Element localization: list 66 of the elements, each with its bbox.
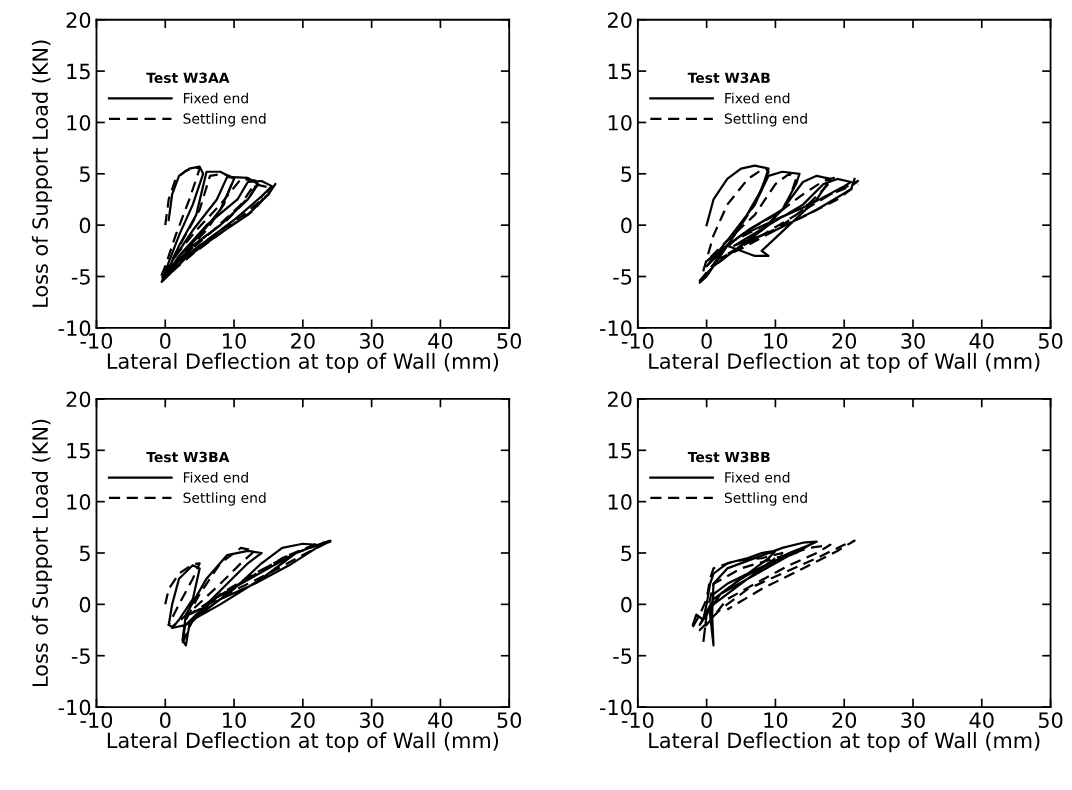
x-tick-label: 50 bbox=[497, 333, 522, 349]
x-tick-label: 20 bbox=[832, 712, 857, 729]
y-tick-label: 10 bbox=[67, 494, 91, 510]
y-tick-label: 15 bbox=[608, 443, 632, 459]
x-tick-label: 30 bbox=[359, 333, 384, 349]
y-tick-label: 20 bbox=[608, 391, 632, 408]
y-tick-label: 0 bbox=[79, 596, 91, 613]
y-tick-label: 20 bbox=[66, 12, 91, 28]
y-tick-label: 0 bbox=[621, 596, 632, 613]
x-axis-title: Lateral Deflection at top of Wall (mm) bbox=[107, 352, 499, 374]
legend-label: Fixed end bbox=[183, 92, 248, 104]
x-axis-title: Lateral Deflection at top of Wall (mm) bbox=[649, 732, 1040, 753]
y-tick-label: 15 bbox=[67, 443, 90, 459]
x-tick-label: 10 bbox=[223, 712, 246, 729]
y-tick-label: 5 bbox=[79, 545, 90, 562]
y-tick-label: 10 bbox=[608, 114, 632, 131]
x-tick-label: 10 bbox=[223, 333, 246, 349]
x-tick-label: 0 bbox=[701, 333, 712, 349]
y-axis-title: Loss of Support Load (KN) bbox=[31, 419, 53, 687]
x-tick-label: 30 bbox=[359, 712, 384, 729]
x-tick-label: 10 bbox=[764, 333, 788, 349]
y-tick-label: 5 bbox=[621, 166, 632, 183]
x-tick-label: 40 bbox=[428, 712, 453, 729]
y-tick-label: 15 bbox=[608, 63, 632, 80]
legend-title: Test W3BA bbox=[146, 451, 230, 463]
x-tick-label: 10 bbox=[764, 712, 788, 729]
y-tick-label: -5 bbox=[613, 648, 632, 664]
y-tick-label: -5 bbox=[613, 269, 632, 285]
legend-label: Settling end bbox=[183, 113, 266, 127]
x-tick-label: 40 bbox=[428, 333, 453, 349]
x-tick-label: 40 bbox=[969, 333, 994, 349]
y-tick-label: -5 bbox=[71, 269, 90, 285]
x-tick-label: 20 bbox=[291, 712, 315, 729]
x-tick-label: 0 bbox=[160, 333, 171, 349]
legend-title: Test W3AB bbox=[687, 72, 770, 84]
x-tick-label: 30 bbox=[901, 712, 925, 729]
x-tick-label: 30 bbox=[901, 333, 925, 349]
y-tick-label: 0 bbox=[79, 217, 91, 234]
legend-label: Fixed end bbox=[725, 471, 790, 483]
y-tick-label: 5 bbox=[79, 166, 90, 183]
legend-label: Fixed end bbox=[183, 471, 248, 483]
x-tick-label: 50 bbox=[1038, 333, 1063, 349]
y-tick-label: -5 bbox=[71, 648, 90, 664]
y-tick-label: 10 bbox=[67, 114, 91, 131]
legend-label: Settling end bbox=[183, 492, 266, 506]
legend-label: Settling end bbox=[724, 492, 807, 506]
x-tick-label: 0 bbox=[701, 712, 712, 729]
x-tick-label: 20 bbox=[832, 333, 857, 349]
legend-title: Test W3AA bbox=[146, 72, 230, 84]
x-tick-label: 50 bbox=[497, 712, 522, 729]
x-tick-label: 50 bbox=[1038, 712, 1063, 729]
y-tick-label: 10 bbox=[608, 494, 632, 510]
x-axis-title: Lateral Deflection at top of Wall (mm) bbox=[649, 352, 1040, 374]
y-tick-label: 15 bbox=[67, 63, 90, 80]
x-tick-label: 40 bbox=[969, 712, 994, 729]
x-tick-label: 20 bbox=[291, 333, 315, 349]
y-tick-label: 20 bbox=[66, 391, 91, 408]
legend-label: Settling end bbox=[724, 113, 807, 127]
y-axis-title: Loss of Support Load (KN) bbox=[31, 40, 53, 307]
y-tick-label: 20 bbox=[608, 12, 632, 28]
legend-label: Fixed end bbox=[725, 92, 790, 104]
x-tick-label: 0 bbox=[160, 712, 171, 729]
y-tick-label: 5 bbox=[621, 545, 632, 562]
legend-title: Test W3BB bbox=[687, 451, 770, 463]
x-axis-title: Lateral Deflection at top of Wall (mm) bbox=[107, 732, 499, 753]
y-tick-label: 0 bbox=[621, 217, 632, 234]
